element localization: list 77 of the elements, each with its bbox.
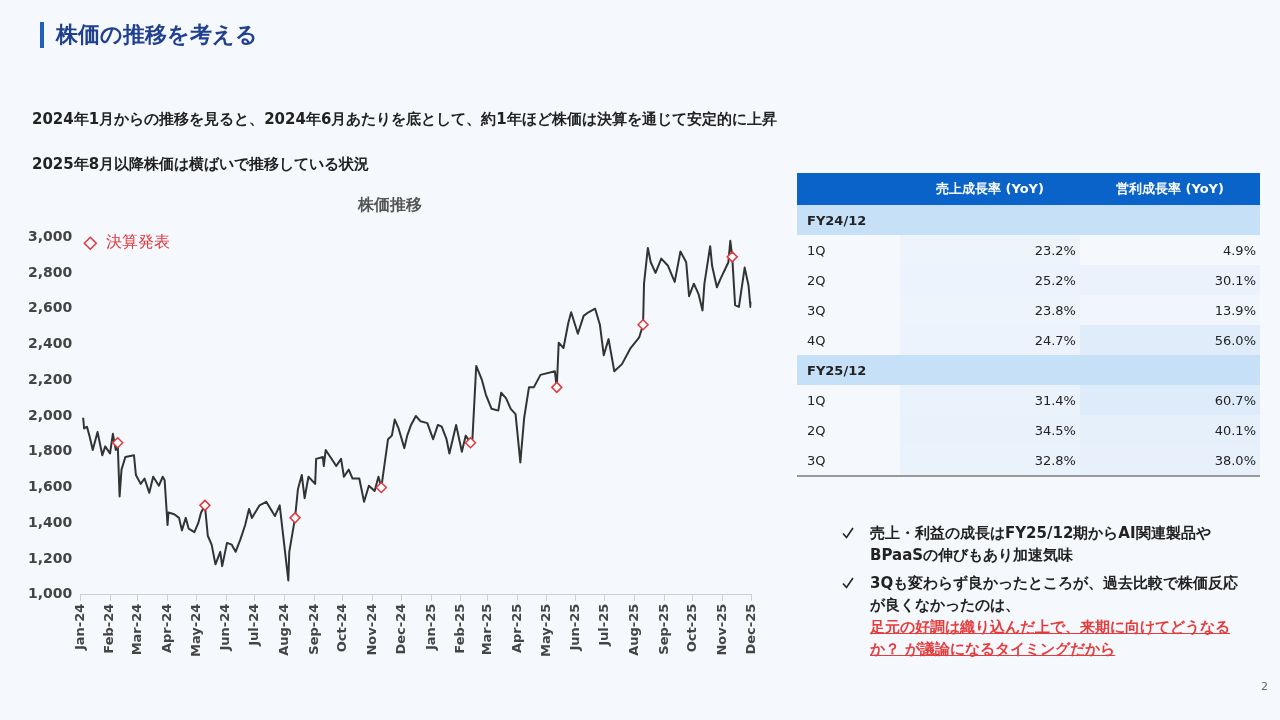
y-tick-label: 3Q [806,451,827,470]
y-tick-label: FY25/12 [797,355,900,385]
data-label: 32.8% [899,445,1080,476]
data-label: 4.9% [1079,235,1260,265]
data-label: 25.2% [899,265,1080,295]
x-tick-label: May-25 [537,603,553,658]
point [464,437,477,449]
y-tick-label: 2,200 [27,370,73,387]
data-label: 23.2% [899,235,1080,265]
y-tick-label: 1Q [806,241,827,260]
text: 足元の好調は織り込んだ上で、来期に向けてどうなるか？ が議論になるタイミングだから [870,617,1231,660]
text: 株価の推移を考える [40,22,258,48]
point [199,499,211,512]
y-tick-label: 2,000 [27,406,73,423]
data-label: 34.5% [899,415,1080,445]
x-tick-label: Aug-24 [275,603,291,656]
x-tick-label: Nov-24 [364,603,380,656]
y-tick-label: 1,600 [27,478,73,495]
point [289,512,301,524]
y-tick-label: 2Q [806,421,827,440]
x-tick-label: Apr-25 [508,603,524,653]
x-tick-label: Jan-24 [71,603,87,652]
data-label: 23.8% [899,295,1080,325]
x-tick-label: Sep-24 [305,603,321,655]
text: 2025年8月以降株価は横ばいで推移している状況 [32,155,370,174]
x-tick-label: Oct-25 [684,603,700,653]
x-tick-label: Dec-24 [392,603,408,655]
x-tick-label: Sep-25 [655,603,671,655]
data-label: 31.4% [899,385,1080,415]
data-label: 38.0% [1079,445,1260,476]
data-label: 24.7% [899,325,1080,355]
x-tick-label: Dec-25 [742,603,758,655]
y-tick-label: 2,800 [27,263,73,280]
point [726,251,738,263]
x-tick-label: Jan-25 [422,603,438,652]
point [111,437,124,449]
data-label: 13.9% [1079,295,1260,325]
x-tick-label: 売上成長率 (YoY) [899,173,1080,205]
y-tick-label: 2,600 [27,299,73,316]
x-tick-label: Aug-25 [625,603,641,656]
x-tick-label: May-24 [187,603,203,658]
y-tick-label: 1Q [806,391,827,410]
x-tick-label: Jun-25 [567,603,583,652]
x-tick-label: Jun-24 [217,603,233,652]
text: 売上・利益の成長はFY25/12期からAI関連製品やBPaaSの伸びもあり加速気味 [870,524,1211,564]
data-label: 60.7% [1079,385,1260,415]
point [375,481,388,494]
y-tick-label: 4Q [806,331,827,350]
x-tick-label: Feb-25 [452,603,468,654]
chart-title: 株価推移 [357,194,422,214]
x-tick-label: Jul-25 [596,603,612,647]
y-tick-label: 1,400 [27,513,73,530]
y-tick-label: FY24/12 [797,205,900,235]
y-tick-label: 2Q [806,271,827,290]
x-tick-label: Nov-25 [714,603,730,656]
y-tick-label: 1,000 [27,585,73,602]
x-tick-label: Mar-24 [129,603,145,656]
y-tick-label: 1,200 [27,549,73,566]
x-tick-label: Jul-24 [246,603,262,647]
text: 3Qも変わらず良かったところが、過去比較で株価反応が良くなかったのは、 [870,574,1239,614]
text: 2024年1月からの推移を見ると、2024年6月あたりを底として、約1年ほど株価は決算を通じて安定的に上昇 [32,110,777,129]
y-tick-label: 2,400 [27,335,73,352]
point [637,319,649,331]
x-tick-label: Mar-25 [479,603,495,656]
x-tick-label: Feb-24 [101,603,117,654]
y-tick-label: 3,000 [27,227,73,244]
data-label: 30.1% [1079,265,1260,295]
y-tick-label: 1,800 [27,442,73,459]
data-label: 56.0% [1079,325,1260,355]
text: 2 [1261,680,1268,693]
x-tick-label: Oct-24 [334,603,350,653]
x-tick-label: Apr-24 [158,603,174,653]
x-tick-label: 営利成長率 (YoY) [1079,173,1260,205]
y-tick-label: 3Q [806,301,827,320]
data-label: 40.1% [1079,415,1260,445]
point [551,381,563,394]
legend-label: 決算発表 [106,232,171,252]
